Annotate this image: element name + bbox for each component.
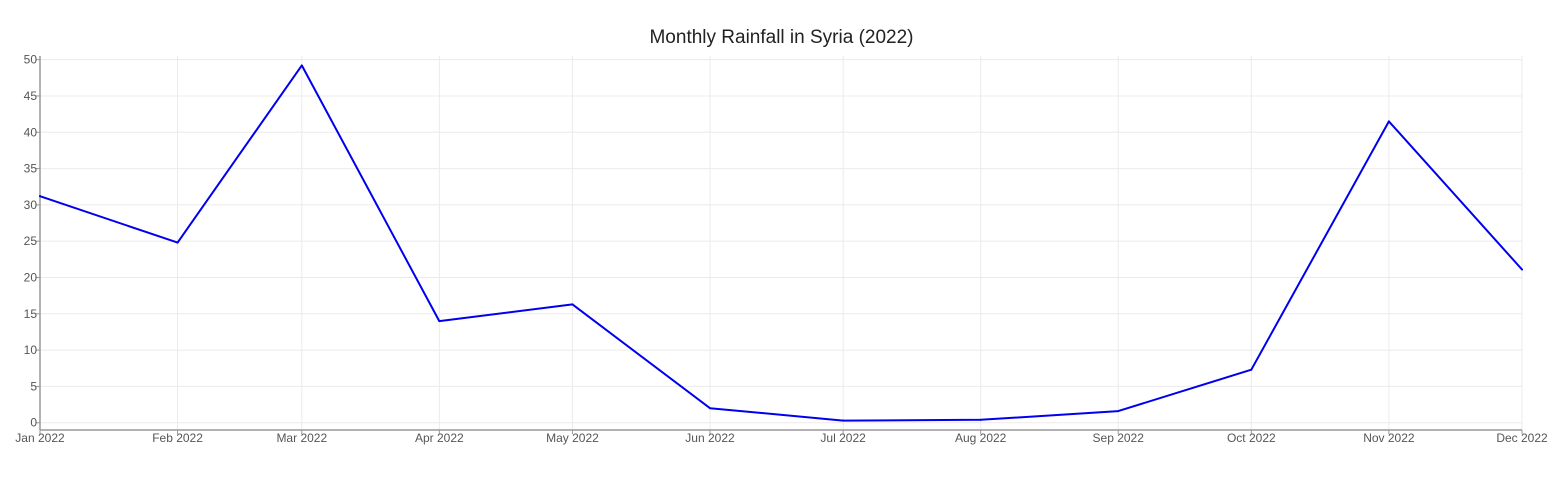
data-point-6 [709, 407, 712, 410]
y-tick-label: 5 [30, 379, 37, 393]
chart-title: Monthly Rainfall in Syria (2022) [649, 27, 913, 48]
x-tick-label: Nov 2022 [1363, 431, 1415, 445]
gridlines [40, 56, 1523, 430]
y-tick-label: 20 [24, 270, 38, 284]
x-tick-label: Mar 2022 [276, 431, 327, 445]
y-tick-label: 15 [24, 307, 38, 321]
data-point-1 [39, 195, 41, 198]
data-point-5 [571, 303, 574, 306]
x-tick-label: Jan 2022 [15, 431, 65, 445]
data-point-8 [979, 418, 982, 421]
y-tick-label: 40 [24, 125, 38, 139]
y-tick-label: 35 [24, 162, 38, 176]
x-tick-label: Feb 2022 [152, 431, 203, 445]
axes [36, 56, 1523, 434]
y-tick-labels: 0 5 10 15 20 25 30 35 40 45 50 [24, 53, 38, 430]
x-tick-label: Aug 2022 [955, 431, 1007, 445]
y-tick-label: 0 [30, 416, 37, 430]
data-point-12 [1521, 268, 1523, 271]
x-tick-labels: Jan 2022 Feb 2022 Mar 2022 Apr 2022 May 2022… [15, 431, 1548, 445]
x-tick-label: Oct 2022 [1227, 431, 1276, 445]
rainfall-series-line [39, 64, 1523, 422]
y-tick-label: 10 [24, 343, 38, 357]
x-tick-label: Jul 2022 [820, 431, 866, 445]
y-tick-label: 50 [24, 53, 38, 67]
data-point-3 [300, 64, 303, 67]
x-tick-label: Jun 2022 [685, 431, 735, 445]
data-point-9 [1117, 410, 1120, 413]
y-tick-label: 25 [24, 234, 38, 248]
x-tick-label: May 2022 [546, 431, 599, 445]
data-point-10 [1250, 368, 1253, 371]
x-tick-label: Dec 2022 [1496, 431, 1548, 445]
data-point-4 [438, 320, 441, 323]
data-point-7 [842, 419, 845, 422]
series-layer [39, 64, 1523, 422]
data-point-2 [176, 241, 179, 244]
y-tick-label: 45 [24, 89, 38, 103]
data-point-11 [1387, 120, 1390, 123]
y-tick-label: 30 [24, 198, 38, 212]
x-tick-label: Apr 2022 [415, 431, 464, 445]
x-tick-label: Sep 2022 [1093, 431, 1145, 445]
